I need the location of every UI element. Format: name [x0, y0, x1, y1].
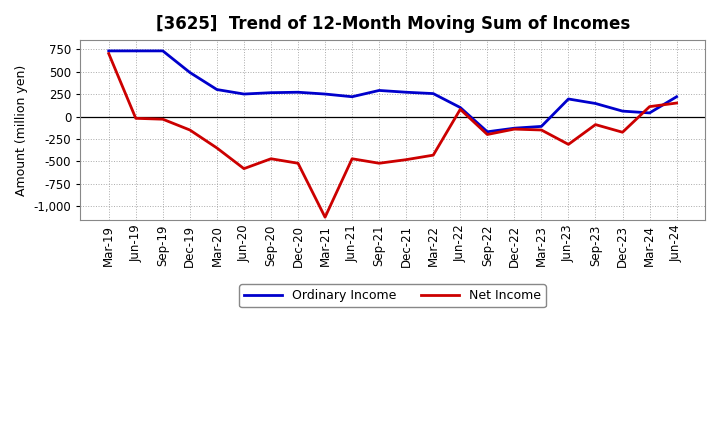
Ordinary Income: [483, 129, 492, 135]
Net Income: [618, 130, 627, 135]
Net Income: [320, 215, 329, 220]
Ordinary Income: [212, 87, 221, 92]
Ordinary Income: [537, 124, 546, 129]
Net Income: [212, 145, 221, 150]
Ordinary Income: [240, 92, 248, 97]
Net Income: [537, 127, 546, 132]
Ordinary Income: [510, 125, 518, 131]
Ordinary Income: [186, 70, 194, 75]
Net Income: [672, 100, 681, 106]
Ordinary Income: [375, 88, 384, 93]
Net Income: [348, 156, 356, 161]
Title: [3625]  Trend of 12-Month Moving Sum of Incomes: [3625] Trend of 12-Month Moving Sum of I…: [156, 15, 630, 33]
Net Income: [104, 51, 113, 56]
Net Income: [510, 126, 518, 132]
Ordinary Income: [158, 48, 167, 54]
Net Income: [240, 166, 248, 171]
Ordinary Income: [618, 109, 627, 114]
Ordinary Income: [294, 90, 302, 95]
Legend: Ordinary Income, Net Income: Ordinary Income, Net Income: [240, 284, 546, 307]
Ordinary Income: [348, 94, 356, 99]
Net Income: [429, 153, 438, 158]
Ordinary Income: [645, 110, 654, 116]
Ordinary Income: [104, 48, 113, 54]
Ordinary Income: [591, 101, 600, 106]
Net Income: [158, 117, 167, 122]
Net Income: [456, 106, 464, 112]
Ordinary Income: [564, 96, 572, 102]
Net Income: [266, 156, 275, 161]
Ordinary Income: [266, 90, 275, 95]
Net Income: [132, 116, 140, 121]
Net Income: [186, 127, 194, 132]
Line: Net Income: Net Income: [109, 54, 677, 217]
Ordinary Income: [672, 94, 681, 99]
Net Income: [483, 132, 492, 137]
Ordinary Income: [402, 90, 410, 95]
Net Income: [591, 122, 600, 127]
Line: Ordinary Income: Ordinary Income: [109, 51, 677, 132]
Net Income: [375, 161, 384, 166]
Net Income: [645, 104, 654, 109]
Ordinary Income: [320, 92, 329, 97]
Net Income: [294, 161, 302, 166]
Ordinary Income: [132, 48, 140, 54]
Net Income: [402, 157, 410, 162]
Y-axis label: Amount (million yen): Amount (million yen): [15, 64, 28, 196]
Ordinary Income: [456, 105, 464, 110]
Net Income: [564, 142, 572, 147]
Ordinary Income: [429, 91, 438, 96]
